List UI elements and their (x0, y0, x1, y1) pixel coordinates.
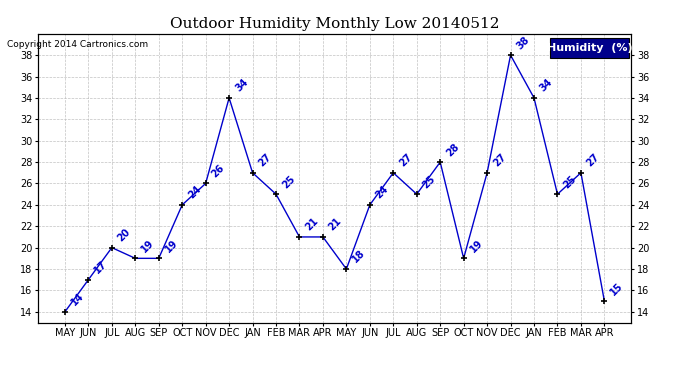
Text: 21: 21 (304, 216, 320, 233)
Text: 18: 18 (351, 248, 367, 265)
Text: 19: 19 (468, 237, 484, 254)
Text: 34: 34 (538, 77, 555, 94)
Text: 25: 25 (421, 173, 437, 190)
Text: 20: 20 (116, 227, 132, 243)
Text: 19: 19 (163, 237, 179, 254)
Text: Copyright 2014 Cartronics.com: Copyright 2014 Cartronics.com (7, 40, 148, 49)
Text: 19: 19 (139, 237, 156, 254)
Text: 28: 28 (444, 141, 461, 158)
Text: Humidity  (%): Humidity (%) (546, 43, 633, 53)
Title: Outdoor Humidity Monthly Low 20140512: Outdoor Humidity Monthly Low 20140512 (170, 17, 500, 31)
Text: 17: 17 (92, 259, 109, 276)
Text: 34: 34 (233, 77, 250, 94)
Text: 26: 26 (210, 163, 226, 179)
Text: 27: 27 (397, 152, 414, 169)
Text: 27: 27 (585, 152, 602, 169)
Text: 27: 27 (257, 152, 273, 169)
Text: 27: 27 (491, 152, 508, 169)
Text: 25: 25 (280, 173, 297, 190)
Text: 24: 24 (374, 184, 391, 201)
Text: 24: 24 (186, 184, 203, 201)
Text: 25: 25 (562, 173, 578, 190)
Text: 38: 38 (515, 34, 531, 51)
Text: 21: 21 (327, 216, 344, 233)
Text: 15: 15 (609, 280, 625, 297)
Text: 14: 14 (69, 291, 86, 308)
